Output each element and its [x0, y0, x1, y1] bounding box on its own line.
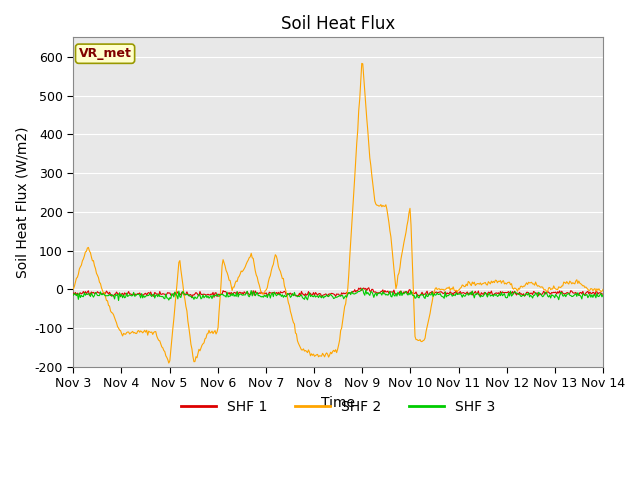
- X-axis label: Time: Time: [321, 396, 355, 410]
- Text: VR_met: VR_met: [79, 47, 131, 60]
- Title: Soil Heat Flux: Soil Heat Flux: [281, 15, 396, 33]
- Y-axis label: Soil Heat Flux (W/m2): Soil Heat Flux (W/m2): [15, 126, 29, 278]
- Legend: SHF 1, SHF 2, SHF 3: SHF 1, SHF 2, SHF 3: [175, 394, 500, 420]
